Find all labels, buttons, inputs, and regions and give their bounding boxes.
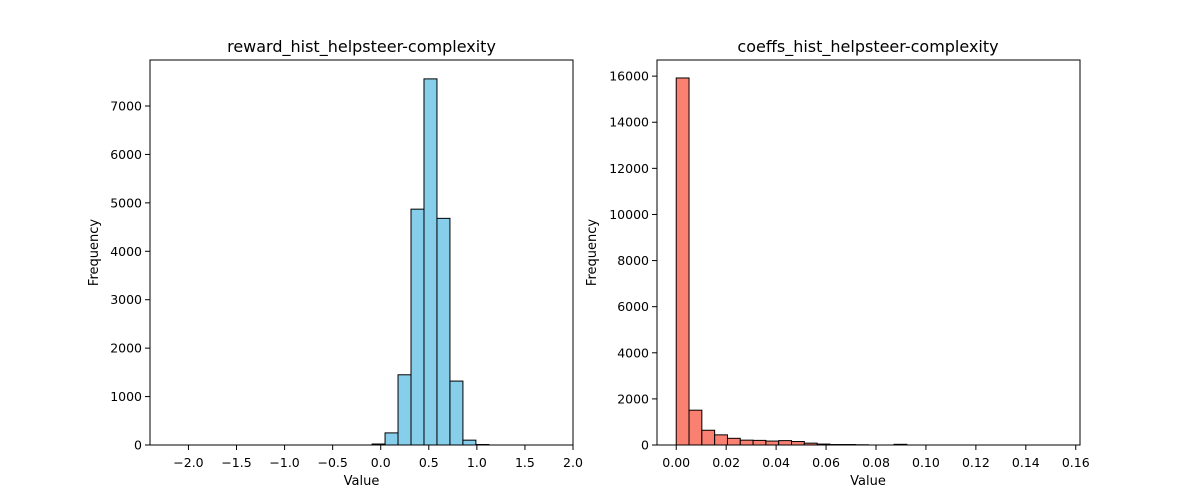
coeffs-y-tick-label: 2000 [617,391,649,406]
coeffs-y-tick-label: 16000 [609,69,649,84]
coeffs-chart-title: coeffs_hist_helpsteer-complexity [737,37,998,57]
coeffs-bar [701,429,716,446]
reward-y-tick-label: 1000 [110,389,142,404]
coeffs-bar [714,434,728,446]
reward-y-tick-label: 0 [134,438,142,453]
coeffs-x-tick-label: 0.02 [712,455,740,470]
reward-bar [410,208,425,446]
coeffs-bar [675,77,690,446]
reward-bar [462,439,477,446]
coeffs-x-tick-label: 0.16 [1062,455,1090,470]
coeffs-bar [791,441,805,446]
reward-bar [423,78,438,446]
coeffs-bar [778,440,793,446]
coeffs-x-tick-label: 0.00 [662,455,690,470]
reward-y-tick-label: 3000 [110,292,142,307]
coeffs-bars [675,77,908,446]
coeffs-x-tick-label: 0.08 [862,455,890,470]
coeffs-bar [752,439,767,446]
reward-bar [449,380,464,446]
reward-chart-title: reward_hist_helpsteer-complexity [227,37,496,57]
reward-histogram-panel: reward_hist_helpsteer-complexity −2.0 −1.… [87,37,583,489]
reward-x-tick-label: 0.0 [371,455,391,470]
coeffs-x-tick-label: 0.12 [962,455,990,470]
reward-x-tick-label: 0.5 [419,455,439,470]
coeffs-bar [726,437,741,446]
coeffs-y-tick-label: 6000 [617,299,649,314]
coeffs-y-axis-label: Frequency [585,219,600,286]
reward-x-tick-label: 1.0 [467,455,487,470]
coeffs-bar [688,409,703,446]
reward-x-tick-label: −0.5 [317,455,347,470]
coeffs-y-tick-label: 12000 [609,161,649,176]
coeffs-y-tick-label: 8000 [617,253,649,268]
reward-x-tick-label: 2.0 [563,455,583,470]
reward-y-tick-label: 7000 [110,99,142,114]
reward-x-ticks: −2.0 −1.5 −1.0 −0.5 0.0 0.5 1.0 1.5 2.0 [173,445,583,470]
reward-bar [436,217,451,446]
reward-y-tick-label: 4000 [110,244,142,259]
reward-y-axis-label: Frequency [87,219,102,286]
coeffs-x-tick-label: 0.14 [1012,455,1040,470]
reward-x-tick-label: −1.5 [221,455,251,470]
coeffs-x-tick-label: 0.04 [762,455,790,470]
reward-y-ticks: 0 1000 2000 3000 4000 5000 6000 7000 [110,99,150,453]
coeffs-x-axis-label: Value [850,474,886,489]
coeffs-x-tick-label: 0.06 [812,455,840,470]
coeffs-y-tick-label: 4000 [617,345,649,360]
coeffs-histogram-panel: coeffs_hist_helpsteer-complexity 0.00 0.0… [585,37,1090,489]
coeffs-y-tick-label: 14000 [609,115,649,130]
coeffs-y-ticks: 0 2000 4000 6000 8000 10000 12000 14000 16000 [609,69,657,453]
reward-x-tick-label: −2.0 [173,455,203,470]
coeffs-bar [739,439,754,446]
coeffs-y-tick-label: 0 [641,438,649,453]
coeffs-x-tick-label: 0.10 [912,455,940,470]
reward-axes-frame [149,59,574,446]
reward-x-axis-label: Value [344,474,380,489]
reward-x-tick-label: 1.5 [515,455,535,470]
reward-y-tick-label: 5000 [110,195,142,210]
coeffs-axes-frame [656,59,1081,446]
coeffs-x-ticks: 0.00 0.02 0.04 0.06 0.08 0.10 0.12 0.14 0.16 [662,445,1090,470]
reward-y-tick-label: 6000 [110,147,142,162]
reward-x-tick-label: −1.0 [269,455,299,470]
reward-bar [384,432,399,446]
reward-bars [371,78,490,446]
reward-y-tick-label: 2000 [110,341,142,356]
coeffs-bar [765,440,780,446]
coeffs-y-tick-label: 10000 [609,207,649,222]
reward-bar [397,374,412,446]
